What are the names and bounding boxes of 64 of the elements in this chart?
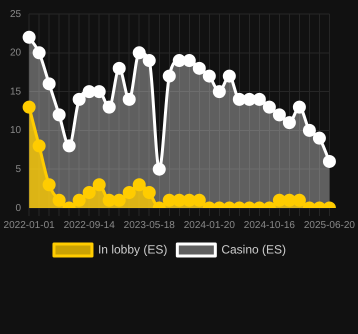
point: [42, 178, 56, 192]
point: [32, 46, 46, 60]
point: [272, 194, 286, 207]
y-tick-label: 25: [10, 8, 22, 20]
legend-label: Casino (ES): [221, 242, 286, 256]
point: [92, 85, 106, 98]
x-tick-label: 2024-10-16: [244, 220, 296, 231]
point: [32, 139, 46, 152]
point: [92, 178, 106, 192]
point: [132, 46, 146, 60]
point: [72, 92, 86, 106]
point: [142, 186, 156, 199]
point: [132, 178, 146, 192]
point: [282, 194, 296, 207]
point: [42, 77, 56, 90]
point: [292, 100, 306, 114]
y-tick-label: 15: [10, 86, 22, 98]
y-tick-label: 10: [10, 125, 22, 136]
point: [112, 194, 126, 207]
point: [322, 154, 336, 168]
point: [112, 62, 126, 75]
point: [122, 92, 136, 106]
point: [252, 92, 266, 106]
point: [162, 194, 176, 207]
point: [272, 108, 286, 122]
point: [192, 194, 206, 207]
point: [312, 132, 326, 145]
point: [172, 54, 186, 68]
point: [212, 85, 226, 98]
point: [262, 100, 276, 114]
point: [152, 162, 166, 176]
point: [202, 70, 216, 83]
x-tick-label: 2022-09-14: [64, 220, 116, 231]
point: [182, 54, 196, 68]
point: [102, 194, 116, 207]
point: [282, 116, 296, 130]
point: [232, 92, 246, 106]
point: [52, 194, 66, 207]
point: [192, 62, 206, 75]
x-tick-label: 2025-06-20: [304, 220, 356, 231]
point: [122, 186, 136, 199]
point: [22, 30, 36, 44]
point: [102, 100, 116, 114]
point: [62, 139, 76, 152]
x-tick-label: 2022-01-01: [4, 220, 56, 231]
point: [72, 194, 86, 207]
point: [242, 92, 256, 106]
point: [82, 85, 96, 98]
legend-label: In lobby (ES): [98, 242, 168, 256]
y-tick-label: 5: [16, 164, 22, 175]
point: [22, 100, 36, 114]
point: [82, 186, 96, 199]
point: [172, 194, 186, 207]
point: [182, 194, 196, 207]
point: [222, 70, 236, 83]
y-tick-label: 0: [16, 202, 22, 214]
x-tick-label: 2023-05-18: [124, 220, 176, 231]
point: [162, 70, 176, 83]
point: [302, 124, 316, 137]
point: [292, 194, 306, 207]
point: [142, 54, 156, 68]
point: [52, 108, 66, 122]
y-tick-label: 20: [10, 48, 22, 59]
x-tick-label: 2024-01-20: [184, 220, 236, 231]
